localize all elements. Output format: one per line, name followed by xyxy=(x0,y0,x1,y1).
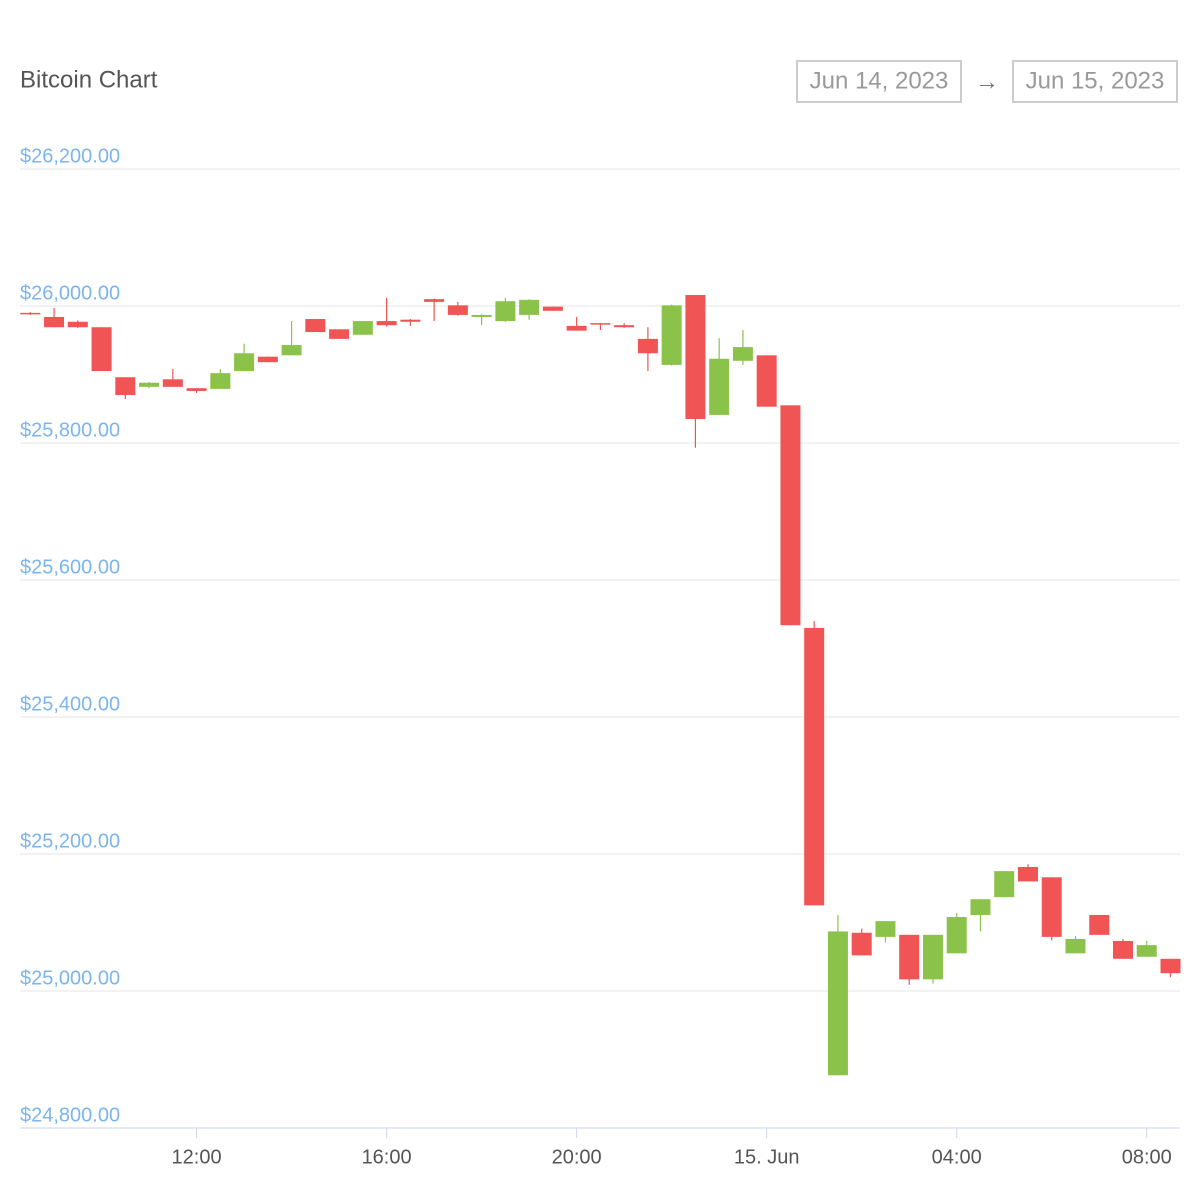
x-tick-label: 15. Jun xyxy=(734,1146,800,1168)
candle-body xyxy=(542,306,563,311)
x-tick-label: 08:00 xyxy=(1122,1146,1172,1168)
candle-body xyxy=(994,871,1015,898)
candle-body xyxy=(424,299,445,302)
candle-body xyxy=(91,327,112,372)
y-tick-label: $25,800.00 xyxy=(20,419,120,441)
candle-body xyxy=(1065,938,1086,954)
candle-body xyxy=(1017,867,1038,882)
candle-body xyxy=(637,338,658,354)
candle-body xyxy=(400,319,421,322)
range-start-input[interactable] xyxy=(796,60,962,103)
x-tick-label: 16:00 xyxy=(362,1146,412,1168)
candle-body xyxy=(804,627,825,906)
candle-body xyxy=(519,299,540,315)
candle-body xyxy=(946,917,967,954)
x-tick-label: 04:00 xyxy=(932,1146,982,1168)
candle-body xyxy=(851,932,872,956)
candle-body xyxy=(875,921,896,937)
candle-body xyxy=(281,345,302,356)
range-end-input[interactable] xyxy=(1012,60,1178,103)
candle-body xyxy=(1089,914,1110,935)
candle-body xyxy=(827,931,848,1076)
y-tick-label: $26,200.00 xyxy=(20,145,120,167)
candle-body xyxy=(376,321,397,326)
x-tick-label: 12:00 xyxy=(172,1146,222,1168)
candle-body xyxy=(67,321,88,328)
candle-body xyxy=(614,325,635,328)
x-tick-label: 20:00 xyxy=(552,1146,602,1168)
candle-body xyxy=(899,934,920,980)
candle-body xyxy=(257,356,278,363)
y-tick-label: $25,600.00 xyxy=(20,556,120,578)
candle-body xyxy=(447,305,468,315)
candle-body xyxy=(709,358,730,415)
candle-body xyxy=(234,353,255,372)
y-tick-label: $25,400.00 xyxy=(20,693,120,715)
range-start[interactable]: Jun 14, 2023 xyxy=(810,67,949,94)
candle-body xyxy=(685,295,706,420)
candle-body xyxy=(922,934,943,980)
candle-body xyxy=(139,382,160,387)
candle-body xyxy=(590,323,611,325)
candle-body xyxy=(970,899,991,915)
candle-body xyxy=(732,347,753,361)
candle-body xyxy=(661,305,682,365)
candle-body xyxy=(1136,945,1157,957)
candle-body xyxy=(495,301,516,322)
candle-body xyxy=(471,314,492,317)
chart-title: Bitcoin Chart xyxy=(20,66,158,93)
range-end[interactable]: Jun 15, 2023 xyxy=(1026,67,1165,94)
y-tick-label: $24,800.00 xyxy=(20,1104,120,1126)
candle-body xyxy=(115,377,136,396)
y-tick-label: $25,000.00 xyxy=(20,967,120,989)
candle-body xyxy=(162,379,183,387)
range-separator: → xyxy=(975,68,999,95)
candle-body xyxy=(186,388,207,391)
candle-body xyxy=(780,405,801,626)
candle-body xyxy=(20,312,41,315)
candle-body xyxy=(1041,877,1062,937)
candle-body xyxy=(210,373,231,389)
candle-body xyxy=(566,325,587,331)
y-tick-label: $26,000.00 xyxy=(20,282,120,304)
candle-body xyxy=(329,329,350,339)
y-tick-label: $25,200.00 xyxy=(20,830,120,852)
candle-body xyxy=(1160,958,1181,974)
candle-body xyxy=(352,321,373,335)
candle-body xyxy=(44,316,65,328)
candle-body xyxy=(305,319,326,333)
candle-body xyxy=(1112,940,1133,959)
candle-body xyxy=(756,355,777,407)
